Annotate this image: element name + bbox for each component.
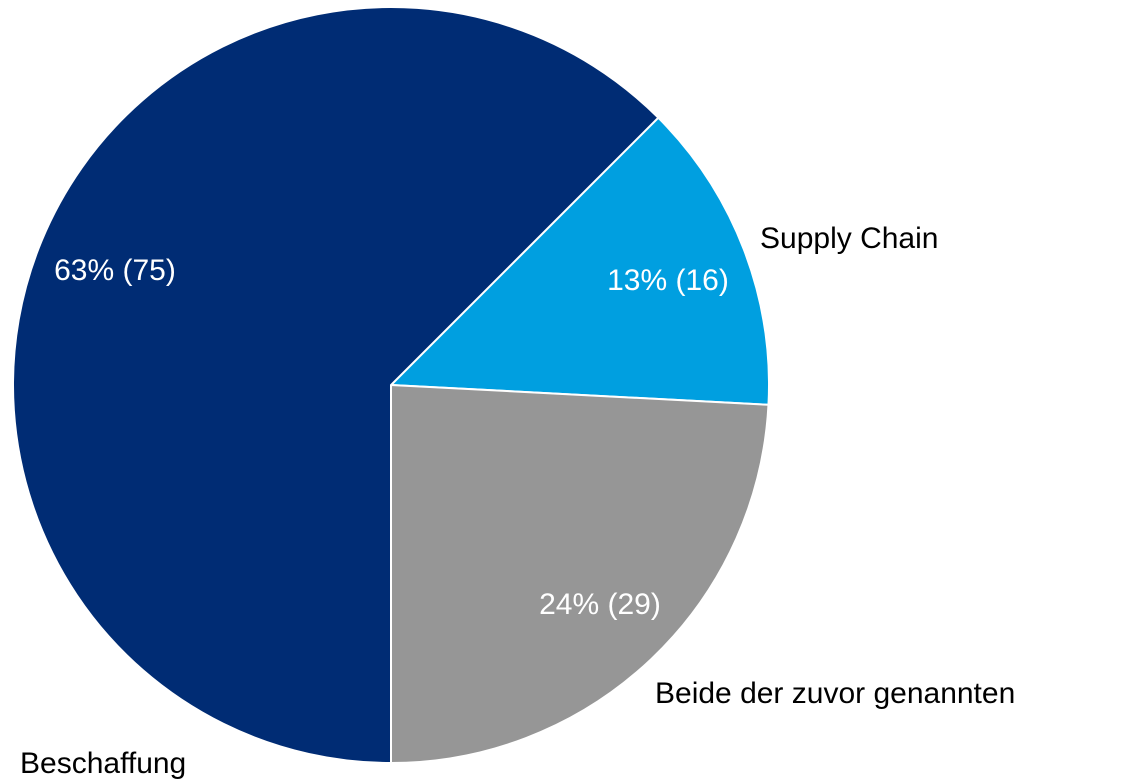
pie-slice [12, 6, 660, 765]
pie-slice [390, 383, 770, 765]
value-label: 63% (75) [54, 254, 176, 287]
category-label: Beide der zuvor genannten [655, 677, 1015, 710]
value-label: 13% (16) [607, 264, 729, 297]
value-label: 24% (29) [539, 588, 661, 621]
category-label: Supply Chain [760, 222, 938, 255]
category-label: Beschaffung [20, 747, 186, 780]
pie-slice [388, 116, 770, 406]
